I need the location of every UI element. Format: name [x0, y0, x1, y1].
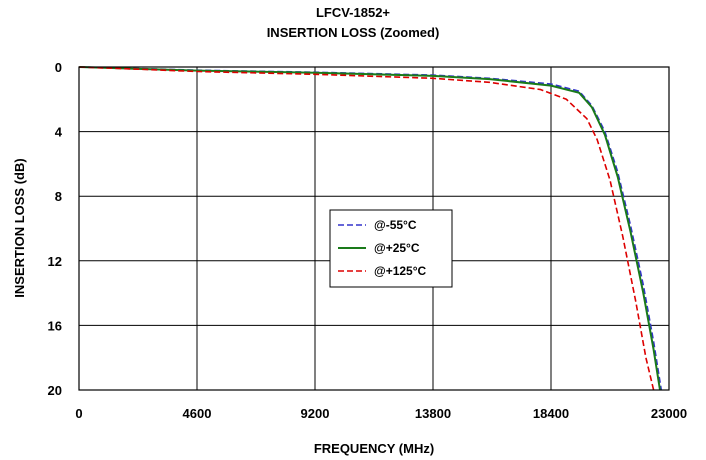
legend-label-plus125: @+125°C: [374, 264, 427, 278]
legend-label-plus25: @+25°C: [374, 241, 420, 255]
x-tick-label: 4600: [183, 406, 212, 421]
y-axis-label: INSERTION LOSS (dB): [12, 158, 27, 297]
x-tick-labels: 0 4600 9200 13800 18400 23000: [75, 406, 687, 421]
plot-area-frame: [78, 66, 670, 391]
series-group: [79, 66, 663, 391]
x-tick-label: 23000: [651, 406, 687, 421]
y-tick-label: 4: [55, 125, 63, 140]
x-tick-label: 9200: [301, 406, 330, 421]
x-axis-label: FREQUENCY (MHz): [314, 441, 434, 456]
x-tick-label: 0: [75, 406, 82, 421]
y-tick-labels: 0 4 8 12 16 20: [48, 60, 63, 398]
y-tick-label: 12: [48, 254, 62, 269]
x-tick-label: 18400: [533, 406, 569, 421]
series-line-2: [79, 66, 655, 391]
y-tick-label: 16: [48, 318, 62, 333]
legend-label-minus55: @-55°C: [374, 218, 417, 232]
series-line-1: [79, 66, 661, 391]
y-tick-label: 8: [55, 189, 62, 204]
legend: @-55°C @+25°C @+125°C: [329, 209, 453, 288]
y-tick-label: 0: [55, 60, 62, 75]
chart-subtitle: INSERTION LOSS (Zoomed): [267, 25, 440, 40]
chart-title: LFCV-1852+: [316, 5, 390, 20]
x-tick-label: 13800: [415, 406, 451, 421]
y-tick-label: 20: [48, 383, 62, 398]
